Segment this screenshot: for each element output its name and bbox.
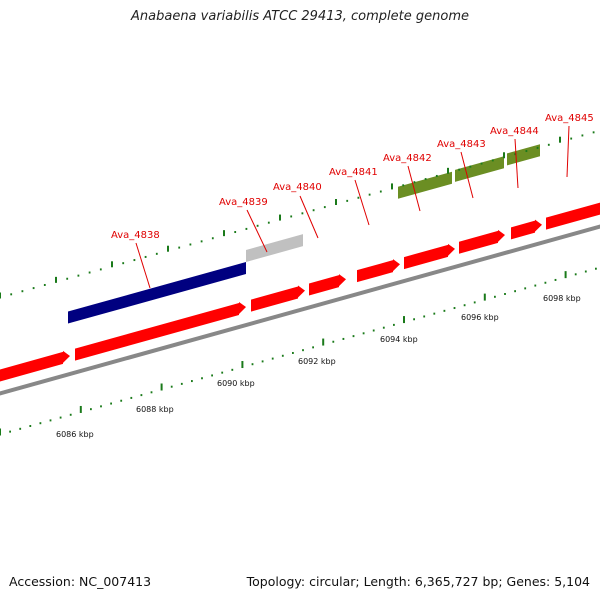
gene-label: Ava_4845: [545, 113, 594, 124]
feature-track: [0, 144, 600, 382]
outer-tick-track: [0, 131, 595, 299]
cds-arrow: [357, 259, 400, 283]
cds-arrow: [404, 243, 455, 270]
gene-feature-bar: [455, 156, 504, 182]
gene-feature-bar: [68, 262, 246, 324]
scale-label: 6094 kbp: [380, 335, 418, 344]
gene-label-leader: [407, 165, 421, 212]
gene-label-leader: [354, 179, 370, 226]
scale-label: 6090 kbp: [217, 379, 255, 388]
scale-label: 6092 kbp: [298, 357, 336, 366]
cds-arrow: [75, 301, 246, 361]
scale-label: 6086 kbp: [56, 430, 94, 439]
genome-backbone: [0, 224, 600, 396]
gene-label: Ava_4843: [437, 139, 486, 150]
gene-label-leader: [566, 125, 570, 178]
map-title: Anabaena variabilis ATCC 29413, complete…: [131, 9, 469, 24]
gene-label: Ava_4839: [219, 197, 268, 208]
gene-label-leader: [460, 151, 474, 199]
gene-label-leader: [246, 209, 268, 253]
cds-arrow: [0, 350, 70, 382]
cds-arrow: [511, 219, 542, 240]
gene-label: Ava_4840: [273, 182, 322, 193]
scale-tick-track: [0, 267, 597, 436]
genome-summary-text: Topology: circular; Length: 6,365,727 bp…: [246, 574, 590, 589]
cds-arrow: [309, 274, 346, 296]
gene-feature-bar: [507, 144, 540, 166]
cds-arrow: [546, 202, 600, 230]
gene-label-leader: [299, 195, 319, 239]
gene-label: Ava_4838: [111, 230, 160, 241]
gene-feature-bar: [398, 171, 452, 199]
scale-label: 6098 kbp: [543, 294, 581, 303]
gene-feature-bar: [246, 234, 303, 263]
scale-label: 6088 kbp: [136, 405, 174, 414]
scale-label: 6096 kbp: [461, 313, 499, 322]
gene-label: Ava_4841: [329, 167, 378, 178]
gene-label: Ava_4844: [490, 126, 539, 137]
cds-arrow: [251, 285, 305, 312]
cds-arrow: [459, 229, 505, 254]
gene-label-leader: [135, 242, 151, 289]
gene-label-leader: [514, 138, 519, 189]
gene-label: Ava_4842: [383, 153, 432, 164]
accession-text: Accession: NC_007413: [9, 574, 152, 589]
